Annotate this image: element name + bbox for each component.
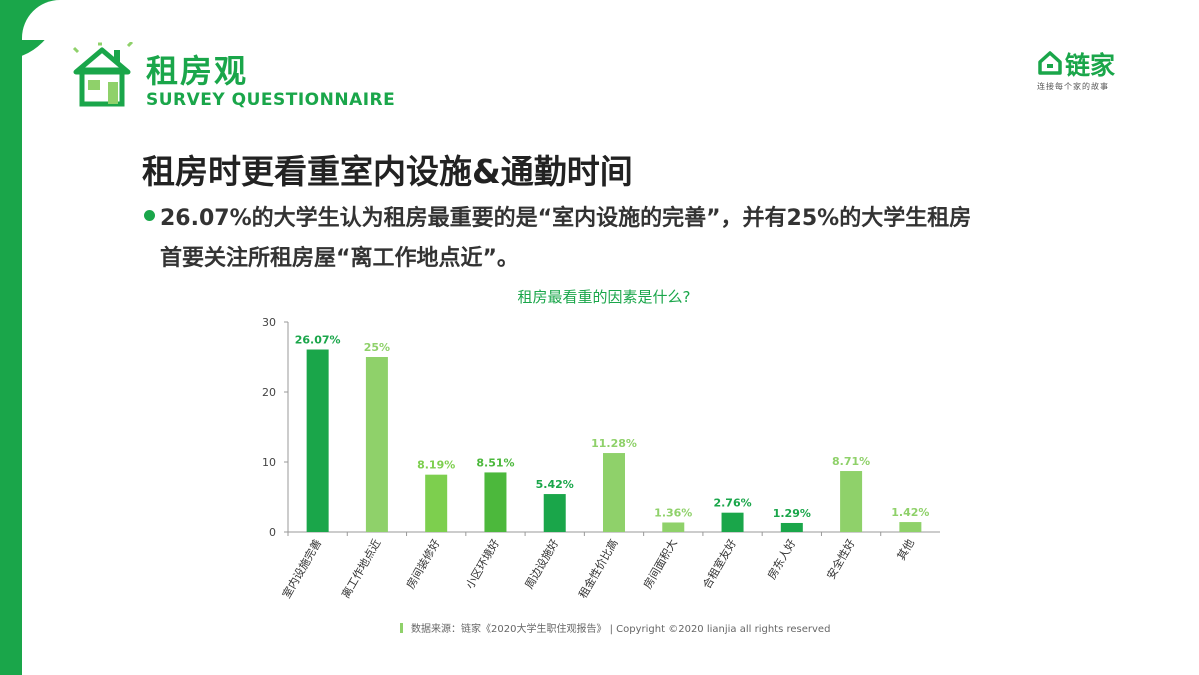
x-tick-label: 小区环境好	[462, 537, 502, 592]
x-tick-label: 周边设施好	[522, 537, 562, 592]
x-tick-label: 室内设施完善	[279, 537, 324, 601]
x-tick-label: 租金性价比高	[575, 537, 620, 601]
bar	[662, 522, 685, 532]
logo-name: 链家	[1065, 51, 1116, 80]
house-icon	[72, 42, 134, 107]
data-label: 8.19%	[417, 459, 455, 472]
y-tick-label: 10	[262, 456, 276, 469]
bar-chart: 租房最看重的因素是什么? 0 10 20 30 26.07% 室内设施完善 25% 离工作地点近…	[262, 288, 940, 601]
bar	[899, 522, 922, 532]
bar	[840, 471, 863, 532]
footer-source: 数据来源：链家《2020大学生职住观报告》 | Copyright ©2020 …	[400, 620, 830, 635]
y-tick-label: 20	[262, 386, 276, 399]
x-tick-label: 离工作地点近	[338, 537, 383, 601]
x-tick-label: 房间装修好	[403, 537, 443, 592]
bullet-text-line1: 26.07%的大学生认为租房最重要的是“室内设施的完善”，并有25%的大学生租房	[160, 206, 972, 231]
bar	[721, 512, 744, 532]
house-outline-icon	[1038, 51, 1062, 75]
bar	[603, 453, 625, 532]
logo-tagline: 连接每个家的故事	[1037, 82, 1109, 91]
data-label: 1.36%	[654, 506, 692, 519]
y-tick-label: 0	[269, 526, 276, 539]
data-label: 26.07%	[295, 334, 341, 347]
data-label: 1.42%	[891, 506, 929, 519]
data-label: 1.29%	[773, 507, 811, 520]
x-tick-label: 房间面积大	[640, 537, 680, 592]
data-label: 5.42%	[536, 478, 574, 491]
x-tick-label: 房东人好	[764, 537, 798, 582]
data-label: 11.28%	[591, 437, 637, 450]
x-tick-label: 安全性好	[824, 537, 858, 582]
footer-mark	[400, 623, 403, 633]
page-headline: 租房时更看重室内设施&通勤时间	[142, 152, 633, 191]
footer-text: 数据来源：链家《2020大学生职住观报告》 | Copyright ©2020 …	[411, 624, 831, 635]
data-label: 2.76%	[713, 497, 751, 510]
bullet-text-line2: 首要关注所租房屋“离工作地点近”。	[160, 246, 519, 271]
bar	[780, 522, 803, 532]
data-label: 8.71%	[832, 455, 870, 468]
bar	[365, 357, 388, 532]
data-label: 25%	[364, 341, 390, 354]
x-tick-label: 合租室友好	[700, 537, 740, 592]
chart-title: 租房最看重的因素是什么?	[518, 288, 691, 306]
bullet-dot	[144, 210, 155, 221]
x-tick-label: 其他	[895, 537, 917, 563]
data-label: 8.51%	[476, 456, 514, 469]
brand-subtitle: SURVEY QUESTIONNAIRE	[146, 90, 396, 110]
bar	[543, 494, 566, 532]
bar	[425, 474, 448, 532]
y-tick-label: 30	[262, 316, 276, 329]
left-accent-bar	[0, 0, 22, 675]
bar	[306, 349, 329, 532]
bar	[484, 472, 507, 532]
lianjia-logo[interactable]: 链家 连接每个家的故事	[1037, 46, 1137, 96]
brand-title: 租房观	[146, 52, 249, 90]
